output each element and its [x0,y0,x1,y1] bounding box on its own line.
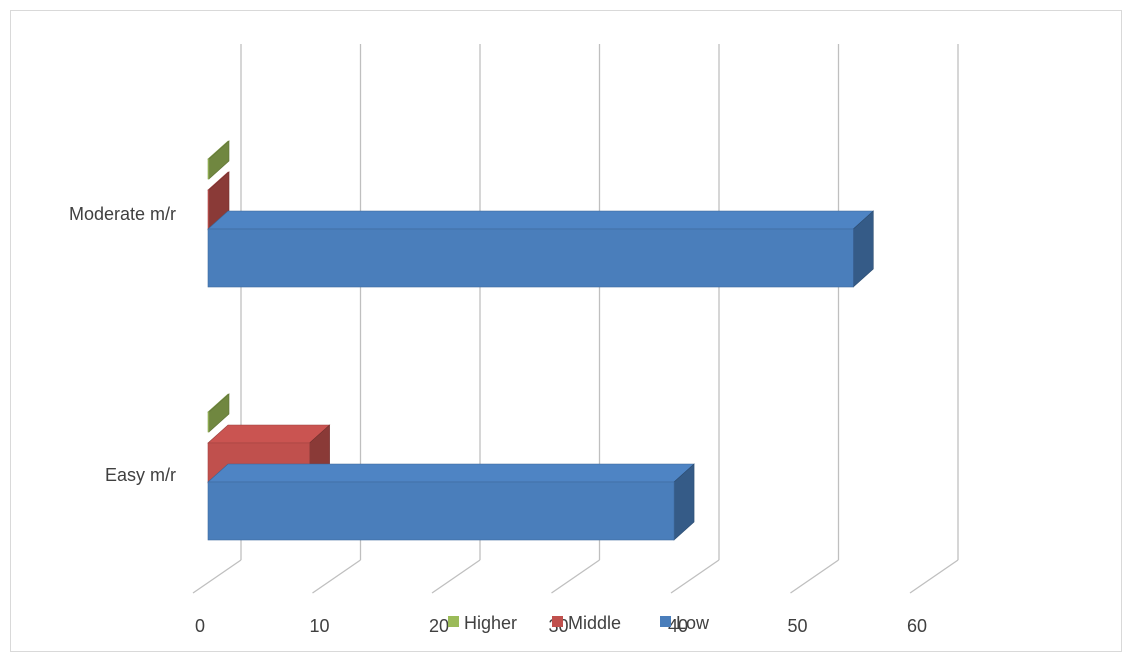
x-tick-label: 0 [195,616,205,636]
floor-gridline [790,559,839,594]
bar-higher-easy [207,393,230,433]
x-tick-label: 50 [787,616,807,636]
legend-entry-higher: Higher [448,613,517,633]
x-tick-label: 20 [429,616,449,636]
bar-low-moderate [207,210,875,288]
floor-gridline [312,559,361,594]
legend: Higher Middle Low [448,613,710,633]
x-tick-label: 10 [309,616,329,636]
floor-gridline [909,559,959,594]
chart-frame [10,10,1122,652]
legend-label: Middle [568,613,621,633]
legend-label: Higher [464,613,517,633]
legend-swatch [660,616,671,627]
x-tick-label: 40 [668,616,688,636]
floor-gridline [192,559,242,594]
floor-gridline [551,559,600,594]
bar-low-easy [207,463,695,541]
category-label: Moderate m/r [69,204,176,224]
bars [207,140,875,541]
legend-label: Low [676,613,710,633]
x-tick-label: 60 [907,616,927,636]
legend-entry-low: Low [660,613,710,633]
legend-entry-middle: Middle [552,613,621,633]
bar-higher-moderate [207,140,230,180]
floor-gridline [670,559,720,594]
category-label: Easy m/r [105,465,176,485]
legend-swatch [448,616,459,627]
legend-swatch [552,616,563,627]
floor-gridline [431,559,481,594]
category-labels: Easy m/r Moderate m/r [69,204,176,485]
